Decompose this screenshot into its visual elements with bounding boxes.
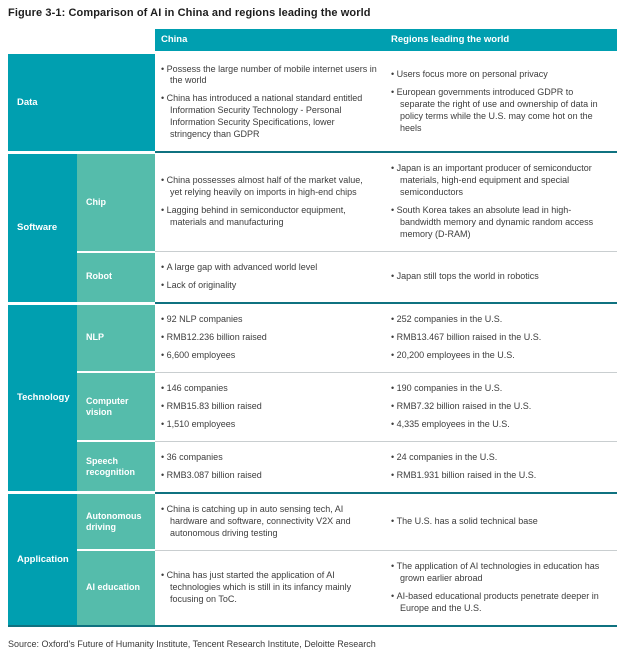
- bullet-list: 24 companies in the U.S. RMB1.931 billio…: [391, 452, 609, 482]
- bullet-list: Users focus more on personal privacy Eur…: [391, 69, 609, 135]
- cell-nlp-world: 252 companies in the U.S. RMB13.467 bill…: [385, 302, 617, 373]
- bullet-item: RMB7.32 billion raised in the U.S.: [391, 401, 609, 413]
- bullet-item: 6,600 employees: [161, 350, 377, 362]
- bullet-item: Lack of originality: [161, 280, 377, 292]
- table-row-speech-recognition: Speech recognition 36 companies RMB3.087…: [8, 440, 617, 493]
- bullet-list: 92 NLP companies RMB12.236 billion raise…: [161, 314, 377, 362]
- cell-cv-china: 146 companies RMB15.83 billion raised 1,…: [155, 371, 385, 442]
- bullet-list: The application of AI technologies in ed…: [391, 561, 609, 615]
- row-subheader-nlp: NLP: [77, 301, 155, 373]
- row-header-technology: Technology: [8, 301, 77, 493]
- bullet-list: 190 companies in the U.S. RMB7.32 billio…: [391, 383, 609, 431]
- bullet-item: Japan still tops the world in robotics: [391, 271, 609, 283]
- bullet-item: 36 companies: [161, 452, 377, 464]
- bullet-item: RMB3.087 billion raised: [161, 470, 377, 482]
- row-subheader-ai-education: AI education: [77, 549, 155, 627]
- cell-robot-china: A large gap with advanced world level La…: [155, 251, 385, 304]
- bullet-item: Lagging behind in semiconductor equipmen…: [161, 205, 377, 229]
- bullet-list: Japan still tops the world in robotics: [391, 271, 609, 283]
- table-row-autonomous-driving: Application Autonomous driving China is …: [8, 491, 617, 627]
- table-row-ai-education: AI education China has just started the …: [8, 549, 617, 627]
- row-header-application: Application: [8, 491, 77, 627]
- bullet-list: A large gap with advanced world level La…: [161, 262, 377, 292]
- bullet-item: 1,510 employees: [161, 419, 377, 431]
- row-subheader-autonomous-driving: Autonomous driving: [77, 491, 155, 551]
- column-header-china: China: [155, 29, 385, 52]
- bullet-list: 146 companies RMB15.83 billion raised 1,…: [161, 383, 377, 431]
- bullet-item: RMB13.467 billion raised in the U.S.: [391, 332, 609, 344]
- cell-aiedu-china: China has just started the application o…: [155, 549, 385, 627]
- comparison-table: China Regions leading the world Data Pos…: [8, 29, 617, 627]
- table-header-row: China Regions leading the world: [8, 29, 617, 52]
- bullet-item: Japan is an important producer of semico…: [391, 163, 609, 199]
- cell-data-world: Users focus more on personal privacy Eur…: [385, 50, 617, 153]
- bullet-item: European governments introduced GDPR to …: [391, 87, 609, 135]
- bullet-item: The U.S. has a solid technical base: [391, 516, 609, 528]
- bullet-list: Japan is an important producer of semico…: [391, 163, 609, 241]
- table-row-robot: Robot A large gap with advanced world le…: [8, 250, 617, 304]
- bullet-item: 190 companies in the U.S.: [391, 383, 609, 395]
- cell-chip-world: Japan is an important producer of semico…: [385, 151, 617, 252]
- bullet-item: The application of AI technologies in ed…: [391, 561, 609, 585]
- cell-speech-china: 36 companies RMB3.087 billion raised: [155, 440, 385, 493]
- row-subheader-robot: Robot: [77, 250, 155, 304]
- bullet-item: 92 NLP companies: [161, 314, 377, 326]
- cell-chip-china: China possesses almost half of the marke…: [155, 151, 385, 252]
- bullet-list: China has just started the application o…: [161, 570, 377, 606]
- row-subheader-chip: Chip: [77, 150, 155, 252]
- bullet-item: RMB1.931 billion raised in the U.S.: [391, 470, 609, 482]
- bullet-list: 36 companies RMB3.087 billion raised: [161, 452, 377, 482]
- bullet-item: 146 companies: [161, 383, 377, 395]
- source-note: Source: Oxford's Future of Humanity Inst…: [8, 638, 376, 649]
- table-row-computer-vision: Computer vision 146 companies RMB15.83 b…: [8, 371, 617, 442]
- cell-auto-china: China is catching up in auto sensing tec…: [155, 491, 385, 551]
- row-subheader-speech-recognition: Speech recognition: [77, 440, 155, 493]
- bullet-list: China is catching up in auto sensing tec…: [161, 504, 377, 540]
- bullet-item: A large gap with advanced world level: [161, 262, 377, 274]
- bullet-item: AI-based educational products penetrate …: [391, 591, 609, 615]
- bullet-item: China possesses almost half of the marke…: [161, 175, 377, 199]
- cell-speech-world: 24 companies in the U.S. RMB1.931 billio…: [385, 440, 617, 493]
- header-blank-cell: [8, 29, 155, 52]
- bullet-item: 4,335 employees in the U.S.: [391, 419, 609, 431]
- bullet-item: China has just started the application o…: [161, 570, 377, 606]
- bullet-item: 252 companies in the U.S.: [391, 314, 609, 326]
- cell-robot-world: Japan still tops the world in robotics: [385, 251, 617, 304]
- bullet-list: 252 companies in the U.S. RMB13.467 bill…: [391, 314, 609, 362]
- figure-title: Figure 3-1: Comparison of AI in China an…: [8, 7, 371, 19]
- cell-cv-world: 190 companies in the U.S. RMB7.32 billio…: [385, 371, 617, 442]
- bullet-item: RMB15.83 billion raised: [161, 401, 377, 413]
- cell-data-china: Possess the large number of mobile inter…: [155, 50, 385, 153]
- cell-aiedu-world: The application of AI technologies in ed…: [385, 549, 617, 627]
- bullet-item: South Korea takes an absolute lead in hi…: [391, 205, 609, 241]
- row-subheader-computer-vision: Computer vision: [77, 371, 155, 442]
- table-row-chip: Software Chip China possesses almost hal…: [8, 150, 617, 304]
- cell-auto-world: The U.S. has a solid technical base: [385, 491, 617, 551]
- bullet-item: China has introduced a national standard…: [161, 93, 377, 141]
- row-header-software: Software: [8, 150, 77, 304]
- bullet-list: Possess the large number of mobile inter…: [161, 64, 377, 142]
- bullet-item: 24 companies in the U.S.: [391, 452, 609, 464]
- bullet-item: China is catching up in auto sensing tec…: [161, 504, 377, 540]
- row-header-data: Data: [8, 50, 155, 153]
- cell-nlp-china: 92 NLP companies RMB12.236 billion raise…: [155, 302, 385, 373]
- bullet-item: 20,200 employees in the U.S.: [391, 350, 609, 362]
- table-row-data: Data Possess the large number of mobile …: [8, 50, 617, 153]
- bullet-item: RMB12.236 billion raised: [161, 332, 377, 344]
- table-row-nlp: Technology NLP 92 NLP companies RMB12.23…: [8, 301, 617, 493]
- bullet-item: Possess the large number of mobile inter…: [161, 64, 377, 88]
- bullet-list: China possesses almost half of the marke…: [161, 175, 377, 229]
- bullet-list: The U.S. has a solid technical base: [391, 516, 609, 528]
- column-header-world: Regions leading the world: [385, 29, 617, 52]
- bullet-item: Users focus more on personal privacy: [391, 69, 609, 81]
